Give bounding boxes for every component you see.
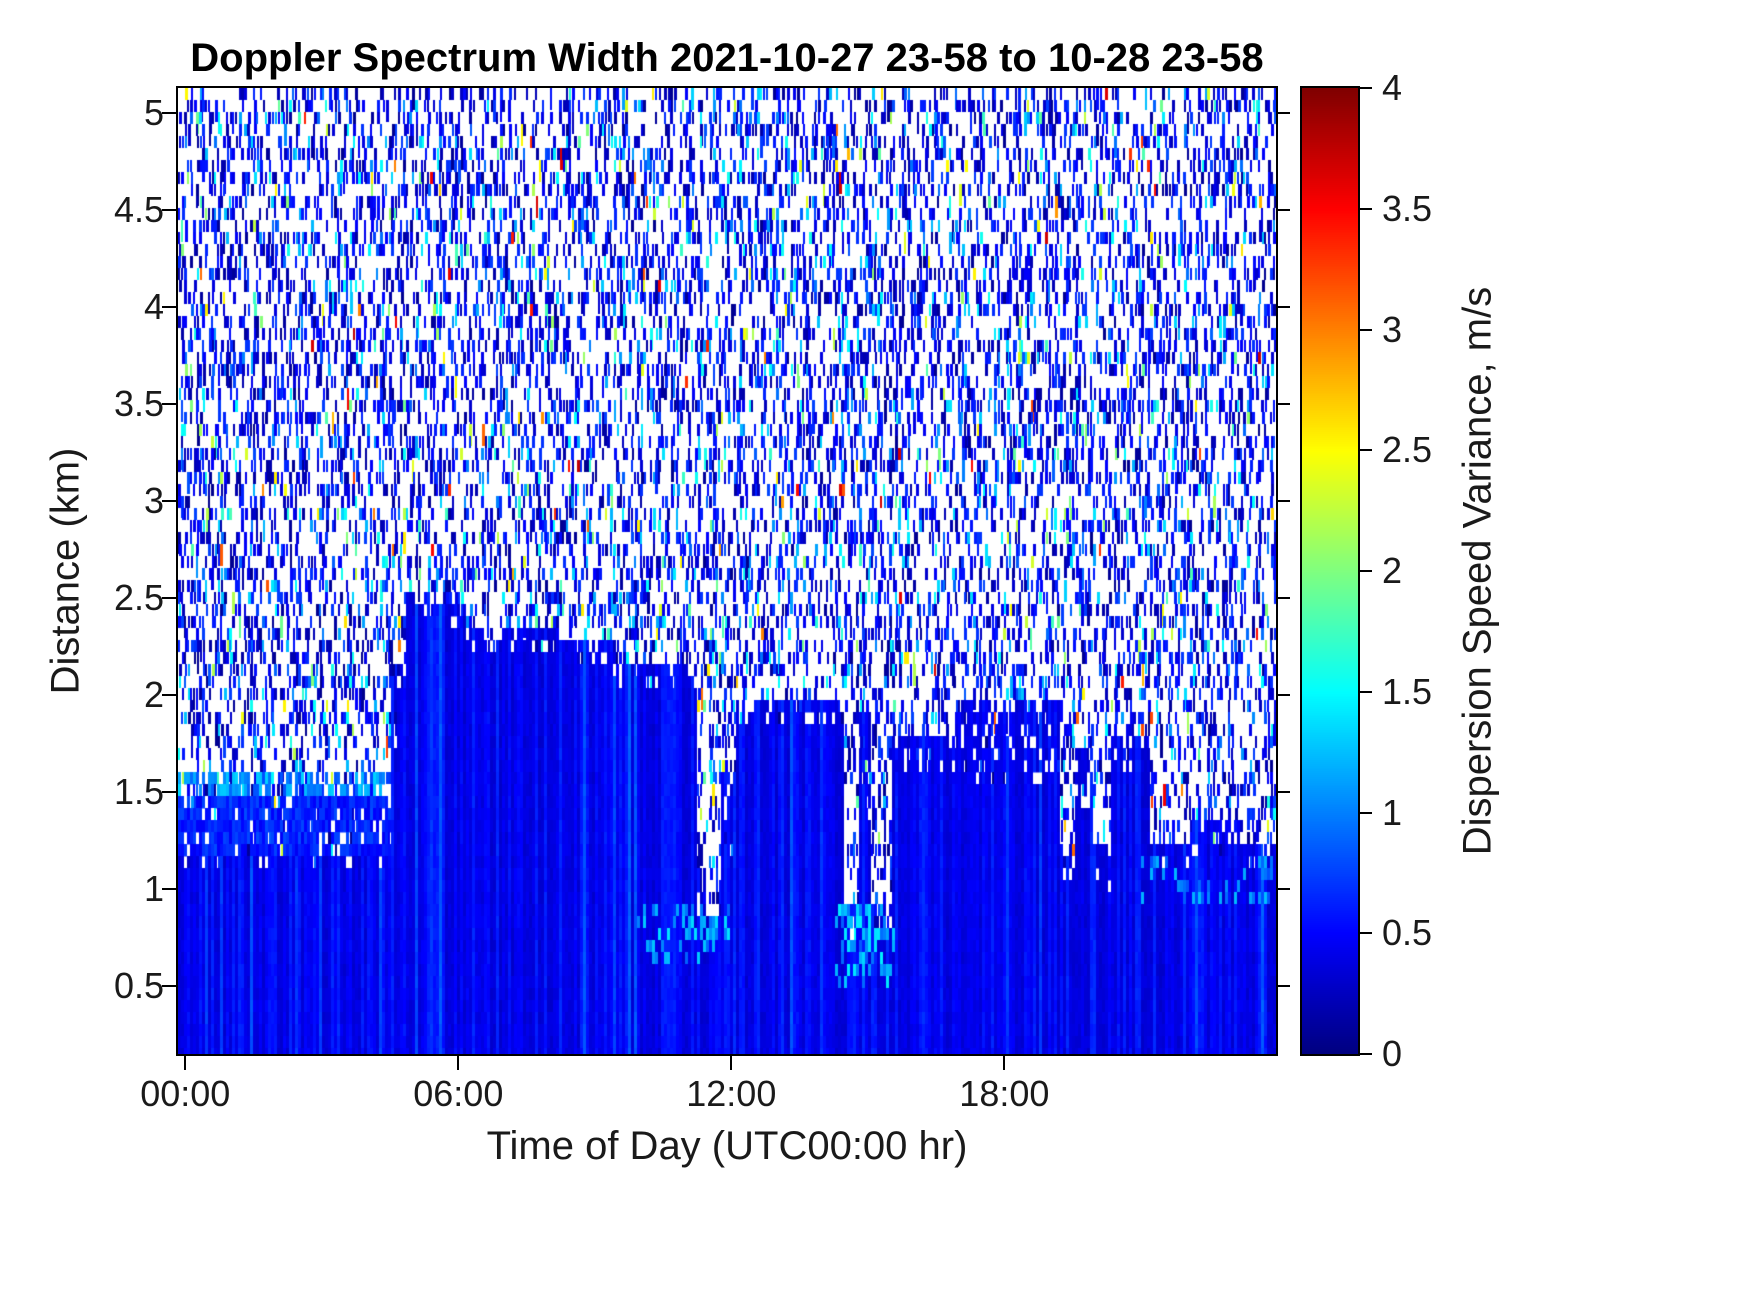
colorbar-tick xyxy=(1360,207,1372,210)
colorbar-tick xyxy=(1360,87,1372,89)
colorbar-tick xyxy=(1360,690,1372,693)
colorbar-tick xyxy=(1360,328,1372,331)
heatmap-canvas xyxy=(178,88,1276,1054)
y-tick-label: 0.5 xyxy=(113,964,164,1006)
x-tick-label: 12:00 xyxy=(686,1073,777,1114)
chart-title: Doppler Spectrum Width 2021-10-27 23-58 … xyxy=(190,36,1264,80)
colorbar-tick-label: 4 xyxy=(1382,67,1403,108)
y-tick-right xyxy=(1278,306,1290,309)
colorbar-tick-label: 3.5 xyxy=(1382,187,1433,229)
colorbar-tick xyxy=(1360,1053,1372,1055)
y-tick-label: 4 xyxy=(143,286,164,328)
y-tick xyxy=(162,306,176,309)
x-tick-label: 18:00 xyxy=(959,1073,1050,1114)
y-axis-label: Distance (km) xyxy=(43,447,88,695)
y-tick-right xyxy=(1278,693,1290,696)
y-tick-right xyxy=(1278,209,1290,212)
y-tick xyxy=(162,500,176,502)
y-tick-label: 3.5 xyxy=(113,383,164,425)
y-tick xyxy=(162,403,176,406)
colorbar-tick xyxy=(1360,449,1372,452)
y-tick-right xyxy=(1278,500,1290,502)
y-tick xyxy=(162,790,176,793)
y-tick-right xyxy=(1278,596,1290,599)
x-tick-label: 06:00 xyxy=(413,1073,504,1114)
colorbar-tick-label: 0 xyxy=(1382,1033,1403,1074)
y-tick-right xyxy=(1278,112,1290,115)
x-axis-label: Time of Day (UTC00:00 hr) xyxy=(486,1124,968,1168)
y-tick-right xyxy=(1278,790,1290,793)
colorbar-tick xyxy=(1360,932,1372,935)
x-tick xyxy=(730,1056,733,1070)
y-tick xyxy=(162,209,176,212)
y-tick xyxy=(162,112,176,115)
x-tick xyxy=(1003,1056,1006,1070)
x-tick xyxy=(457,1056,460,1070)
colorbar-tick xyxy=(1360,811,1372,814)
y-tick xyxy=(162,596,176,599)
colorbar-tick xyxy=(1360,570,1372,572)
colorbar-canvas xyxy=(1302,88,1358,1054)
y-tick-label: 4.5 xyxy=(113,189,164,231)
y-tick-label: 5 xyxy=(143,92,164,134)
y-tick xyxy=(162,693,176,696)
x-tick xyxy=(184,1056,187,1070)
y-tick-label: 1.5 xyxy=(113,770,164,812)
y-tick-label: 1 xyxy=(143,867,164,909)
y-tick-right xyxy=(1278,887,1290,890)
y-tick-right xyxy=(1278,984,1290,987)
y-tick xyxy=(162,984,176,987)
colorbar-tick-label: 0.5 xyxy=(1382,912,1433,954)
y-tick-right xyxy=(1278,403,1290,406)
x-tick-label: 00:00 xyxy=(140,1073,231,1114)
colorbar-label: Dispersion Speed Variance, m/s xyxy=(1455,286,1500,856)
y-tick xyxy=(162,887,176,890)
